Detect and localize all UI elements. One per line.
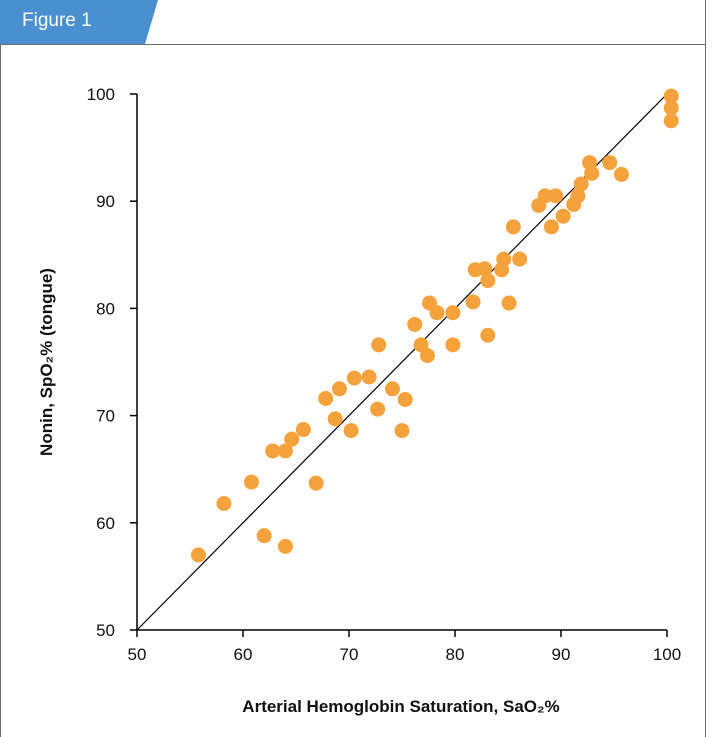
data-point: [663, 100, 679, 116]
data-point: [407, 316, 423, 332]
x-tick-label: 60: [234, 645, 253, 664]
x-tick-label: 70: [340, 645, 359, 664]
data-point: [480, 327, 496, 343]
data-point: [308, 475, 324, 491]
data-point: [537, 188, 553, 204]
data-point: [570, 188, 586, 204]
data-point: [361, 369, 377, 385]
data-point: [394, 423, 410, 439]
data-point: [277, 443, 293, 459]
data-point: [331, 381, 347, 397]
data-point: [465, 294, 481, 310]
data-point: [295, 422, 311, 438]
data-point: [265, 443, 281, 459]
data-point: [243, 474, 259, 490]
y-tick-label: 60: [96, 514, 115, 533]
data-point: [663, 88, 679, 104]
x-tick-label: 100: [653, 645, 681, 664]
data-point: [584, 165, 600, 181]
data-point: [327, 411, 343, 427]
data-point: [277, 538, 293, 554]
data-point: [512, 251, 528, 267]
data-point: [370, 401, 386, 417]
figure-tab-shape: [0, 0, 158, 44]
data-point: [602, 155, 618, 171]
x-tick-label: 80: [446, 645, 465, 664]
data-point: [496, 251, 512, 267]
data-point: [505, 219, 521, 235]
y-tick-label: 50: [96, 621, 115, 640]
data-point: [256, 528, 272, 544]
data-point: [318, 390, 334, 406]
data-point: [613, 166, 629, 182]
axes: [136, 94, 667, 631]
figure-label: Figure 1: [22, 10, 92, 31]
header-rule: [0, 44, 706, 45]
data-point: [555, 208, 571, 224]
y-axis-label: Nonin, SpO₂% (tongue): [37, 268, 56, 456]
data-point: [445, 305, 461, 321]
figure-tab: Figure 1: [0, 0, 158, 44]
data-points: [190, 88, 679, 563]
data-point: [663, 113, 679, 129]
data-point: [384, 381, 400, 397]
data-point: [216, 496, 232, 512]
y-tick-label: 100: [87, 85, 115, 104]
x-axis-label: Arterial Hemoglobin Saturation, SaO₂%: [242, 697, 559, 716]
data-point: [573, 176, 589, 192]
data-point: [371, 337, 387, 353]
data-point: [543, 219, 559, 235]
data-point: [284, 431, 300, 447]
x-tick-label: 50: [128, 645, 147, 664]
y-tick-label: 90: [96, 192, 115, 211]
data-point: [548, 188, 564, 204]
data-point: [480, 273, 496, 289]
x-ticks: 50 60 70 80 90 100: [128, 630, 681, 664]
data-point: [429, 305, 445, 321]
data-point: [419, 348, 435, 364]
y-tick-label: 70: [96, 407, 115, 426]
data-point: [477, 261, 493, 277]
data-point: [501, 295, 517, 311]
data-point: [343, 423, 359, 439]
y-ticks: 50 60 70 80 90 100: [87, 85, 137, 640]
data-point: [397, 392, 413, 408]
data-point: [346, 370, 362, 386]
x-tick-label: 90: [552, 645, 571, 664]
data-point: [190, 547, 206, 563]
y-tick-label: 80: [96, 299, 115, 318]
data-point: [445, 337, 461, 353]
